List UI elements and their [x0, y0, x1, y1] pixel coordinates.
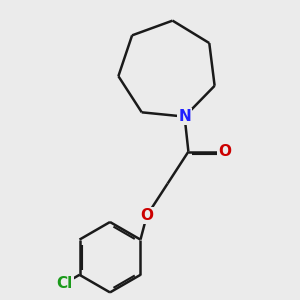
Text: Cl: Cl [56, 276, 72, 291]
Text: O: O [218, 144, 231, 159]
Text: N: N [178, 109, 191, 124]
Text: O: O [140, 208, 153, 223]
